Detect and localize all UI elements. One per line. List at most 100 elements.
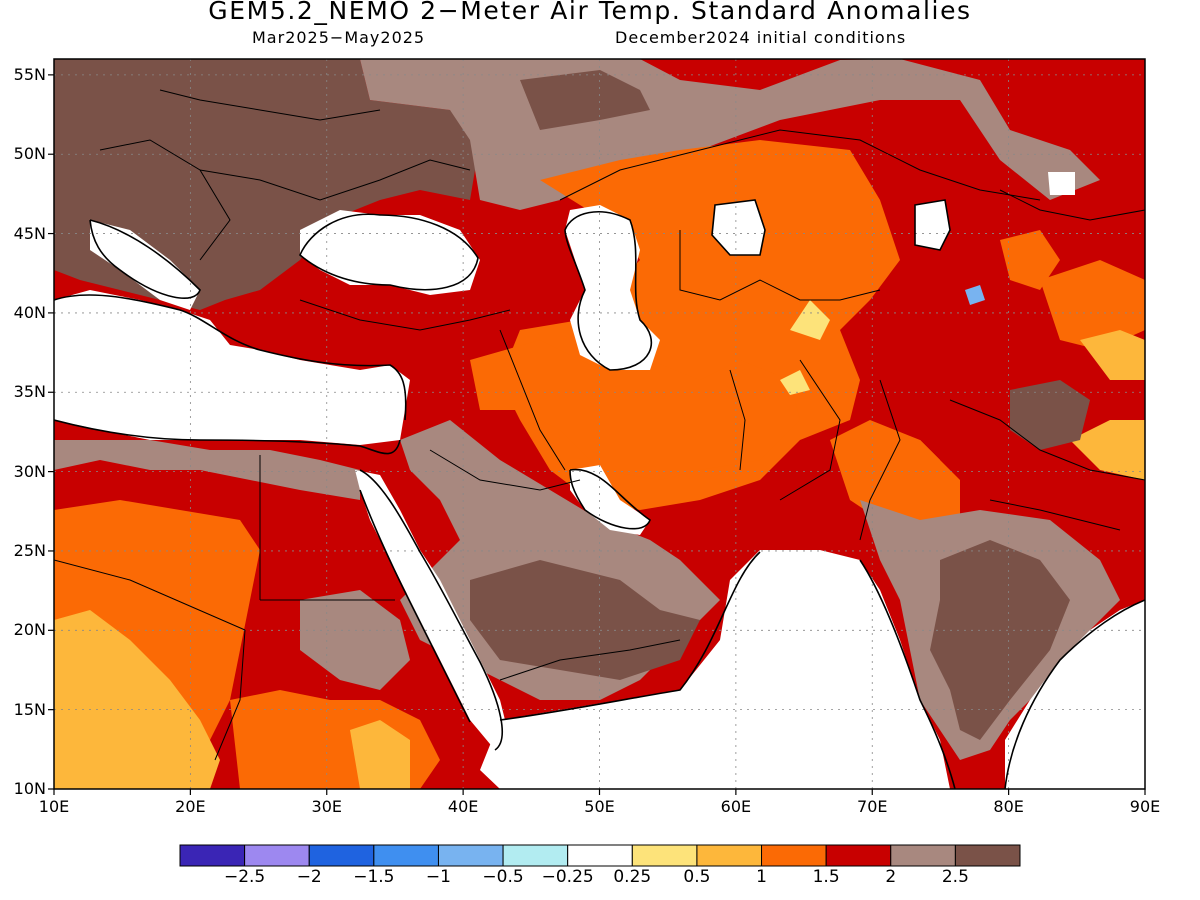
border-nepal [989,499,1121,531]
border-saudi-yemen [499,639,681,681]
latitude-label: 15N [13,699,46,719]
colorbar-label: 2 [885,867,897,887]
latitude-label: 25N [13,540,46,560]
colorbar-swatch [244,844,310,867]
colorbar-swatch [696,844,763,867]
region-iran-orange [470,340,800,480]
map-title: GEM5.2_NEMO 2−Meter Air Temp. Standard A… [208,0,972,25]
latitude-label: 40N [13,302,46,322]
coast-med-north [54,294,407,421]
coast-caspian [564,211,653,371]
colorbar-label: −1.5 [353,867,395,887]
region-ethiopia-lightorange [350,720,410,789]
region-mongolia-orange [1000,230,1060,290]
initial-conditions: December2024 initial conditions [615,28,907,47]
forecast-period: Mar2025−May2025 [252,28,426,47]
region-sahara-rosy [54,440,360,500]
longitude-label: 20E [175,797,206,816]
colorbar-swatch [373,844,439,867]
region-sea-gulf [570,465,650,535]
region-china-orange [1040,260,1145,350]
longitude-label: 40E [447,797,479,816]
axis-ticks [48,74,1146,795]
region-sea-baikal-area [1048,172,1075,195]
border-pak-india [859,379,901,541]
region-india-brown [930,540,1070,740]
colorbar-label: −2.5 [223,867,266,887]
border-china-mongolia [999,189,1145,221]
border-turkey [299,299,511,331]
colorbar-label: −2 [296,867,322,887]
region-africa-lightorange [54,610,220,789]
colorbar [179,844,1021,867]
border-europe-2 [159,89,381,121]
region-sea-balkhash [915,200,950,250]
region-tibet-lightorange [1080,330,1145,380]
longitude-label: 90E [1129,797,1161,816]
colorbar-label: −0.25 [541,867,594,887]
colorbar-swatch [179,844,246,867]
coast-balkhash [914,199,951,251]
colorbar-label: −0.5 [482,867,524,887]
coast-red-sea [359,469,503,751]
colorbar-swatch [825,844,892,867]
colorbar-swatch [502,844,569,867]
colorbar-label: 0.25 [613,867,652,887]
border-kazakh-russia [559,129,1041,201]
coast-adriatic [89,219,201,299]
latitude-label: 20N [13,620,46,640]
coastlines [54,199,1145,789]
colorbar-swatch [761,844,827,867]
colorbar-label: 0.5 [683,867,711,887]
region-europe-brown [54,59,480,310]
longitude-label: 60E [720,797,752,816]
border-iraq-saudi [429,449,581,491]
region-sudan-rosy [300,590,410,690]
colorbar-swatch [437,844,504,867]
region-sea-black [300,210,480,295]
border-afghan-pak [779,359,841,501]
latitude-label: 50N [13,144,46,164]
region-sea-aral [712,200,765,255]
region-sea-adriatic [90,220,200,310]
longitude-label: 50E [584,797,615,816]
colorbar-swatch [567,844,633,867]
longitude-label: 80E [993,797,1024,816]
region-himalaya-brown [1010,380,1090,450]
latitude-label: 55N [13,64,46,84]
borders [54,89,1145,761]
region-sea-caspian [565,205,660,370]
latitude-label: 10N [13,779,46,798]
border-china-india [949,399,1145,481]
coast-gulf [569,468,651,530]
latitude-label: 30N [13,461,46,481]
region-arabia-brown [470,560,700,680]
coast-aral [711,199,766,256]
colorbar-label: 1 [756,867,767,887]
border-libya-niger [54,559,246,631]
region-sea-arabian [480,550,950,789]
colorbar-swatch [954,844,1021,867]
map-field [54,59,1145,789]
colorbar-label: −1 [425,867,451,887]
border-iran-iraq [499,329,566,471]
region-eastern-brown [520,70,650,130]
colorbar-label: 1.5 [812,867,840,887]
coast-black-sea [299,213,479,291]
border-europe-1 [99,139,231,261]
border-ukraine [199,159,471,201]
border-sudan-chad [214,629,246,761]
region-kazakh-yellow [790,300,830,340]
region-sea-med [54,290,410,445]
coast-africa-north [54,419,401,455]
latitude-label: 35N [13,382,46,402]
longitude-label: 30E [311,797,342,816]
coast-arabia-south [499,551,761,721]
colorbar-swatch [890,844,956,867]
region-sea-red [355,470,510,750]
colorbar-label: 2.5 [941,867,969,887]
longitude-label: 70E [857,797,888,816]
border-iran-afghan [729,369,746,471]
colorbar-swatch [631,844,698,867]
